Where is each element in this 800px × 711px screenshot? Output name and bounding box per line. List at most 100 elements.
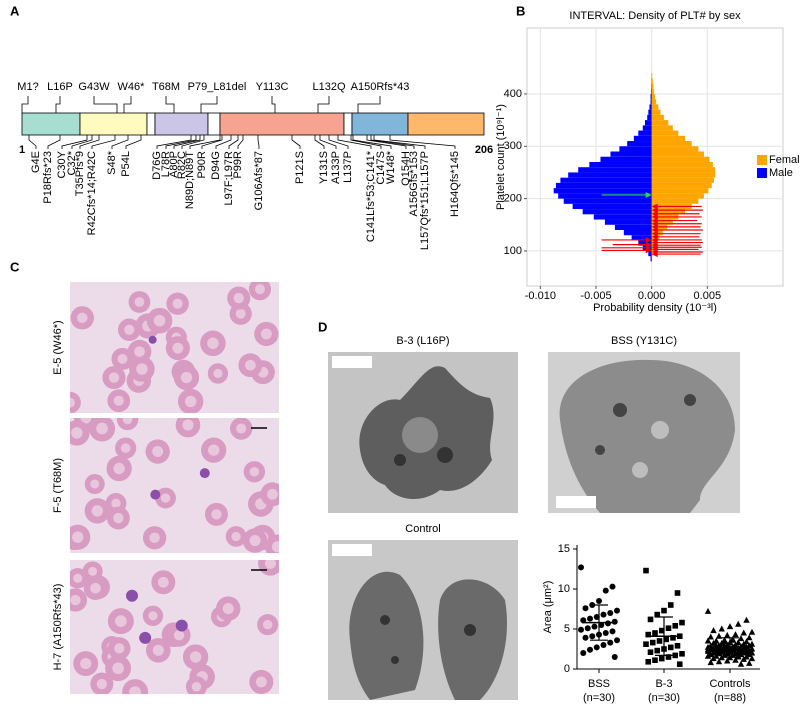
- density-bar: [650, 93, 652, 100]
- density-bar: [648, 109, 652, 115]
- red-cell-center: [129, 686, 141, 694]
- platelet: [175, 619, 188, 632]
- density-bar: [651, 141, 692, 147]
- red-cell-center: [134, 297, 145, 307]
- density-bar: [563, 198, 652, 204]
- density-bar: [651, 109, 661, 115]
- data-point: [740, 640, 747, 647]
- data-point: [704, 652, 712, 659]
- protein-domain: [207, 112, 221, 136]
- red-cell-center: [96, 422, 108, 435]
- data-point: [643, 567, 649, 574]
- data-point: [665, 654, 672, 660]
- density-bar: [627, 141, 652, 147]
- mutation-connector: [55, 96, 61, 113]
- data-point: [611, 654, 618, 660]
- red-cell-center: [124, 324, 135, 335]
- mutation-connector: [314, 135, 325, 149]
- red-cell-center: [70, 397, 75, 408]
- mutation-connector: [328, 135, 349, 149]
- red-cell-center: [111, 498, 121, 509]
- data-point: [593, 644, 600, 651]
- mutation-label: Y131S: [318, 151, 330, 184]
- data-point: [578, 626, 584, 633]
- y-tick-label: 15: [558, 543, 570, 555]
- arrow-head: [645, 191, 652, 198]
- platelet: [148, 335, 157, 344]
- data-point: [748, 655, 756, 662]
- density-bar: [651, 83, 654, 89]
- red-cell-center: [88, 566, 98, 576]
- red-cell-center: [76, 312, 88, 324]
- data-point: [609, 583, 616, 590]
- mutation-connector: [271, 96, 276, 113]
- y-tick-label: 300: [504, 140, 522, 152]
- red-cell-center: [254, 284, 265, 295]
- mutation-label: P90R: [196, 151, 208, 179]
- panel-label: C: [10, 259, 20, 274]
- data-point: [726, 623, 734, 630]
- data-point: [602, 630, 609, 636]
- data-point: [676, 661, 683, 667]
- mutation-connector: [61, 135, 88, 149]
- density-bar: [651, 135, 686, 142]
- red-cell-center: [180, 371, 193, 384]
- mutation-connector: [350, 135, 382, 149]
- red-cell-center: [113, 462, 125, 475]
- mutation-label: G43W: [78, 81, 110, 93]
- density-bar: [651, 156, 710, 162]
- data-point: [647, 616, 654, 623]
- density-bar: [651, 245, 654, 251]
- x-tick-label: 0.005: [694, 290, 722, 302]
- chart-title: INTERVAL: Density of PLT# by sex: [569, 10, 741, 22]
- mutation-label: L157Qfs*151;L157P: [419, 151, 431, 250]
- legend-swatch: [757, 155, 767, 165]
- micrograph: [70, 560, 279, 694]
- density-bar: [651, 73, 653, 79]
- data-point: [715, 632, 723, 639]
- red-cell-center: [213, 368, 223, 379]
- data-point: [665, 625, 672, 631]
- red-cell-center: [70, 594, 81, 606]
- data-point: [735, 620, 742, 627]
- mutation-label: L137P: [342, 151, 354, 183]
- micrograph: [70, 418, 279, 553]
- red-cell-center: [260, 328, 272, 340]
- red-cell-center: [134, 346, 145, 357]
- density-bar: [651, 93, 655, 100]
- red-cell-center: [80, 657, 92, 670]
- data-point: [580, 650, 587, 656]
- data-point: [746, 634, 753, 641]
- mutation-connector: [373, 135, 426, 149]
- mutation-connector: [156, 135, 192, 149]
- red-cell-center: [96, 678, 108, 690]
- mutation-connector: [337, 135, 372, 149]
- mutation-label: D94G: [210, 151, 222, 180]
- data-point: [670, 635, 676, 641]
- data-point: [746, 659, 753, 666]
- mutation-label: C141Lfs*53;C141*: [365, 150, 377, 242]
- density-bar: [648, 250, 652, 257]
- red-cell-center: [90, 479, 100, 489]
- red-cell-center: [208, 444, 220, 456]
- mutation-label: L16P: [47, 81, 73, 93]
- mutation-label: C32*: [66, 150, 78, 175]
- micrograph: [548, 352, 740, 513]
- red-cell-center: [245, 359, 256, 371]
- mutation-label: P121S: [294, 151, 306, 184]
- y-axis-label: Area (μm²): [542, 581, 554, 634]
- x-tick-label: 0.000: [638, 290, 666, 302]
- mutation-label: G4E: [30, 151, 42, 173]
- red-cell-center: [148, 611, 158, 621]
- protein-domain: [21, 112, 81, 136]
- data-point: [643, 641, 649, 647]
- mutation-connector: [123, 96, 132, 113]
- data-point: [704, 637, 712, 644]
- image-label: H-7 (A150Rfs*43): [52, 584, 64, 671]
- density-bar: [651, 88, 654, 94]
- data-point: [645, 631, 652, 638]
- mutation-connector: [317, 96, 330, 113]
- density-bar: [572, 203, 652, 210]
- density-bar: [651, 88, 652, 94]
- mutation-label: P79_L81del: [188, 81, 247, 93]
